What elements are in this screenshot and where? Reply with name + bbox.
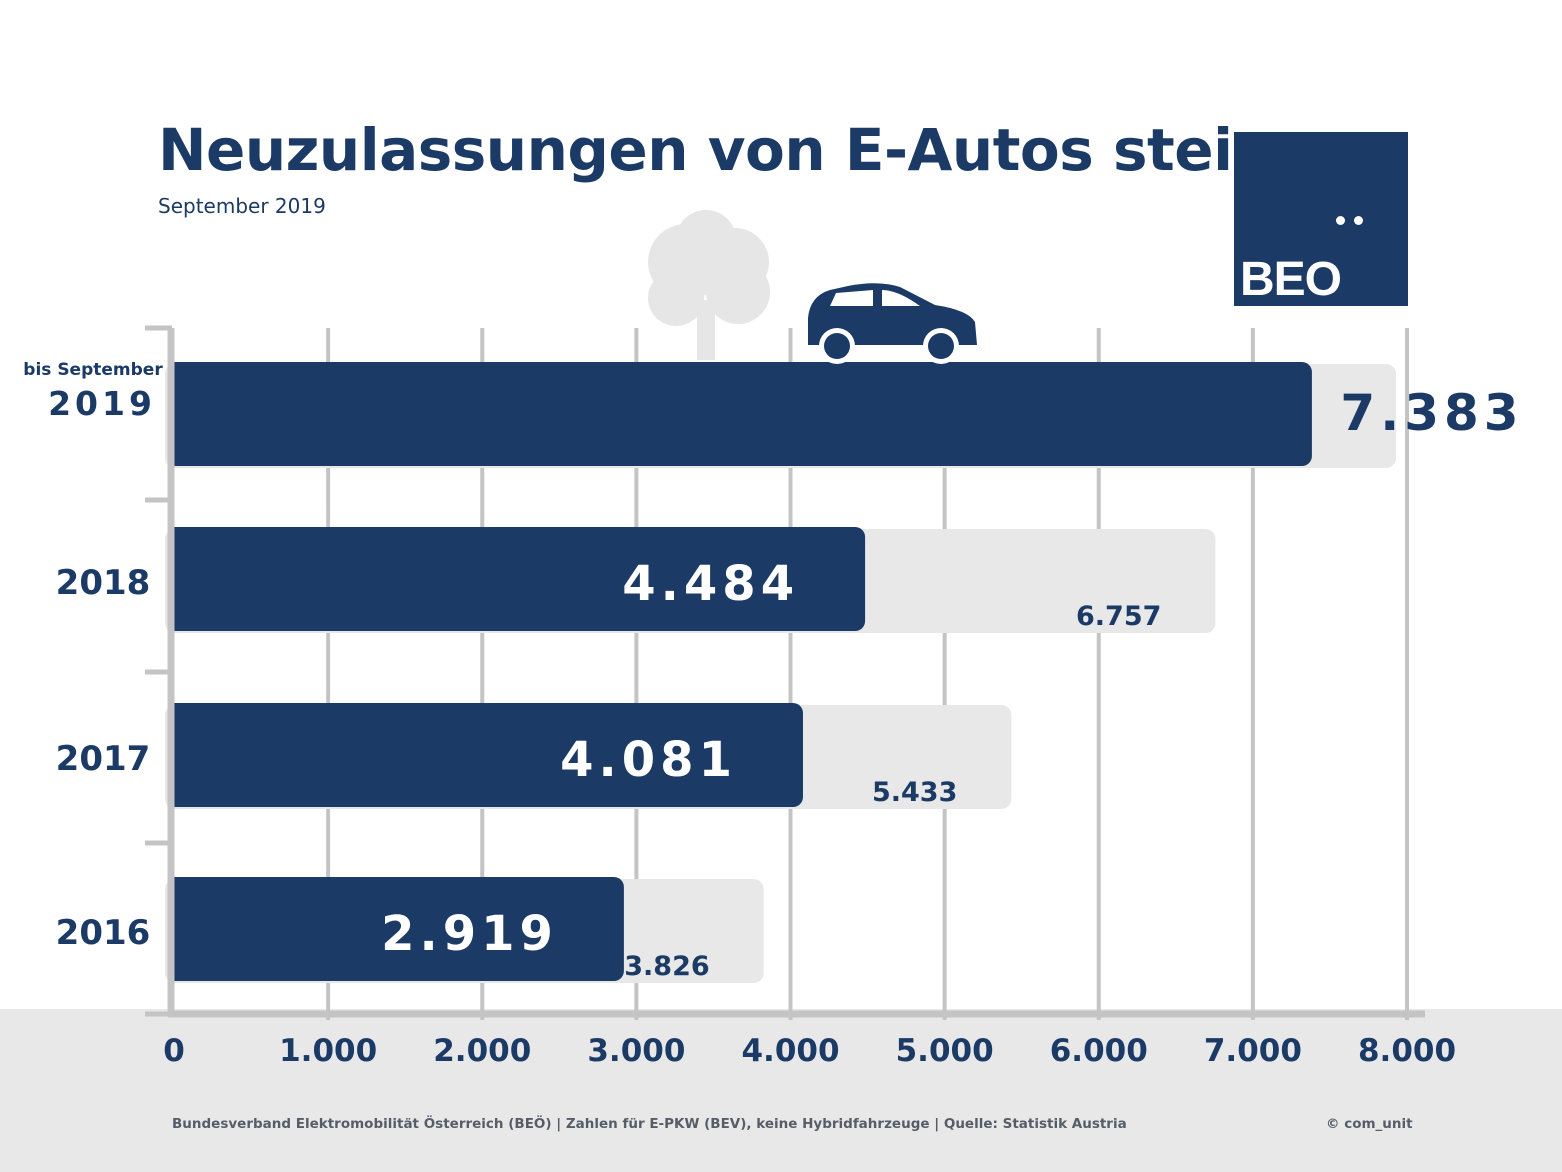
- bar-chart: 0 1.000 2.000 3.000 4.000 5.000 6.000 7.000 8.00…: [23, 210, 1523, 1069]
- x-tick-label: 1.000: [279, 1033, 377, 1069]
- bar-square-end: [174, 877, 194, 981]
- bar-square-end: [174, 703, 194, 807]
- tree-icon: [648, 210, 770, 360]
- x-tick-label: 4.000: [741, 1033, 839, 1069]
- x-tick-label: 8.000: [1358, 1033, 1456, 1069]
- bar: [176, 877, 624, 981]
- x-tick-label: 3.000: [587, 1033, 685, 1069]
- x-tick-label: 0: [163, 1033, 185, 1069]
- total-value-label: 5.433: [872, 777, 957, 808]
- footer-source: Bundesverband Elektromobilität Österreic…: [172, 1116, 1127, 1132]
- total-value-label: 3.826: [624, 951, 709, 982]
- bar-value-label: 2.919: [381, 906, 558, 962]
- x-tick-label: 5.000: [896, 1033, 994, 1069]
- car-icon: [808, 283, 977, 364]
- labels: 0 1.000 2.000 3.000 4.000 5.000 6.000 7.000 8.00…: [23, 360, 1523, 1069]
- total-value-label: 6.757: [1076, 601, 1161, 632]
- beo-logo: BEO: [1234, 132, 1408, 306]
- category-label: 2019: [48, 384, 156, 423]
- bar: [176, 527, 866, 631]
- logo-dot: [1354, 216, 1363, 225]
- logo-text: BEO: [1240, 253, 1342, 306]
- footer-copyright: © com_unit: [1326, 1116, 1413, 1132]
- chart-subtitle: September 2019: [158, 194, 326, 218]
- category-label: 2016: [56, 913, 151, 953]
- bar: [176, 703, 803, 807]
- x-tick-label: 2.000: [433, 1033, 531, 1069]
- axes: [145, 325, 1425, 1018]
- logo-dot: [1336, 216, 1345, 225]
- category-label: 2018: [56, 563, 151, 603]
- bar-square-end: [174, 362, 194, 466]
- bar: [176, 362, 1312, 466]
- chart-title: Neuzulassungen von E-Autos steigen: [158, 116, 1354, 184]
- bar-square-end: [174, 527, 194, 631]
- category-label: 2017: [56, 739, 151, 779]
- bars: [174, 362, 1312, 981]
- bar-value-label: 4.081: [560, 732, 737, 788]
- bar-value-label: 7.383: [1340, 384, 1523, 442]
- category-prefix-label: bis September: [23, 360, 163, 380]
- footer-band: [0, 1009, 1562, 1172]
- bar-value-label: 4.484: [622, 556, 799, 612]
- x-tick-label: 6.000: [1050, 1033, 1148, 1069]
- x-tick-label: 7.000: [1204, 1033, 1302, 1069]
